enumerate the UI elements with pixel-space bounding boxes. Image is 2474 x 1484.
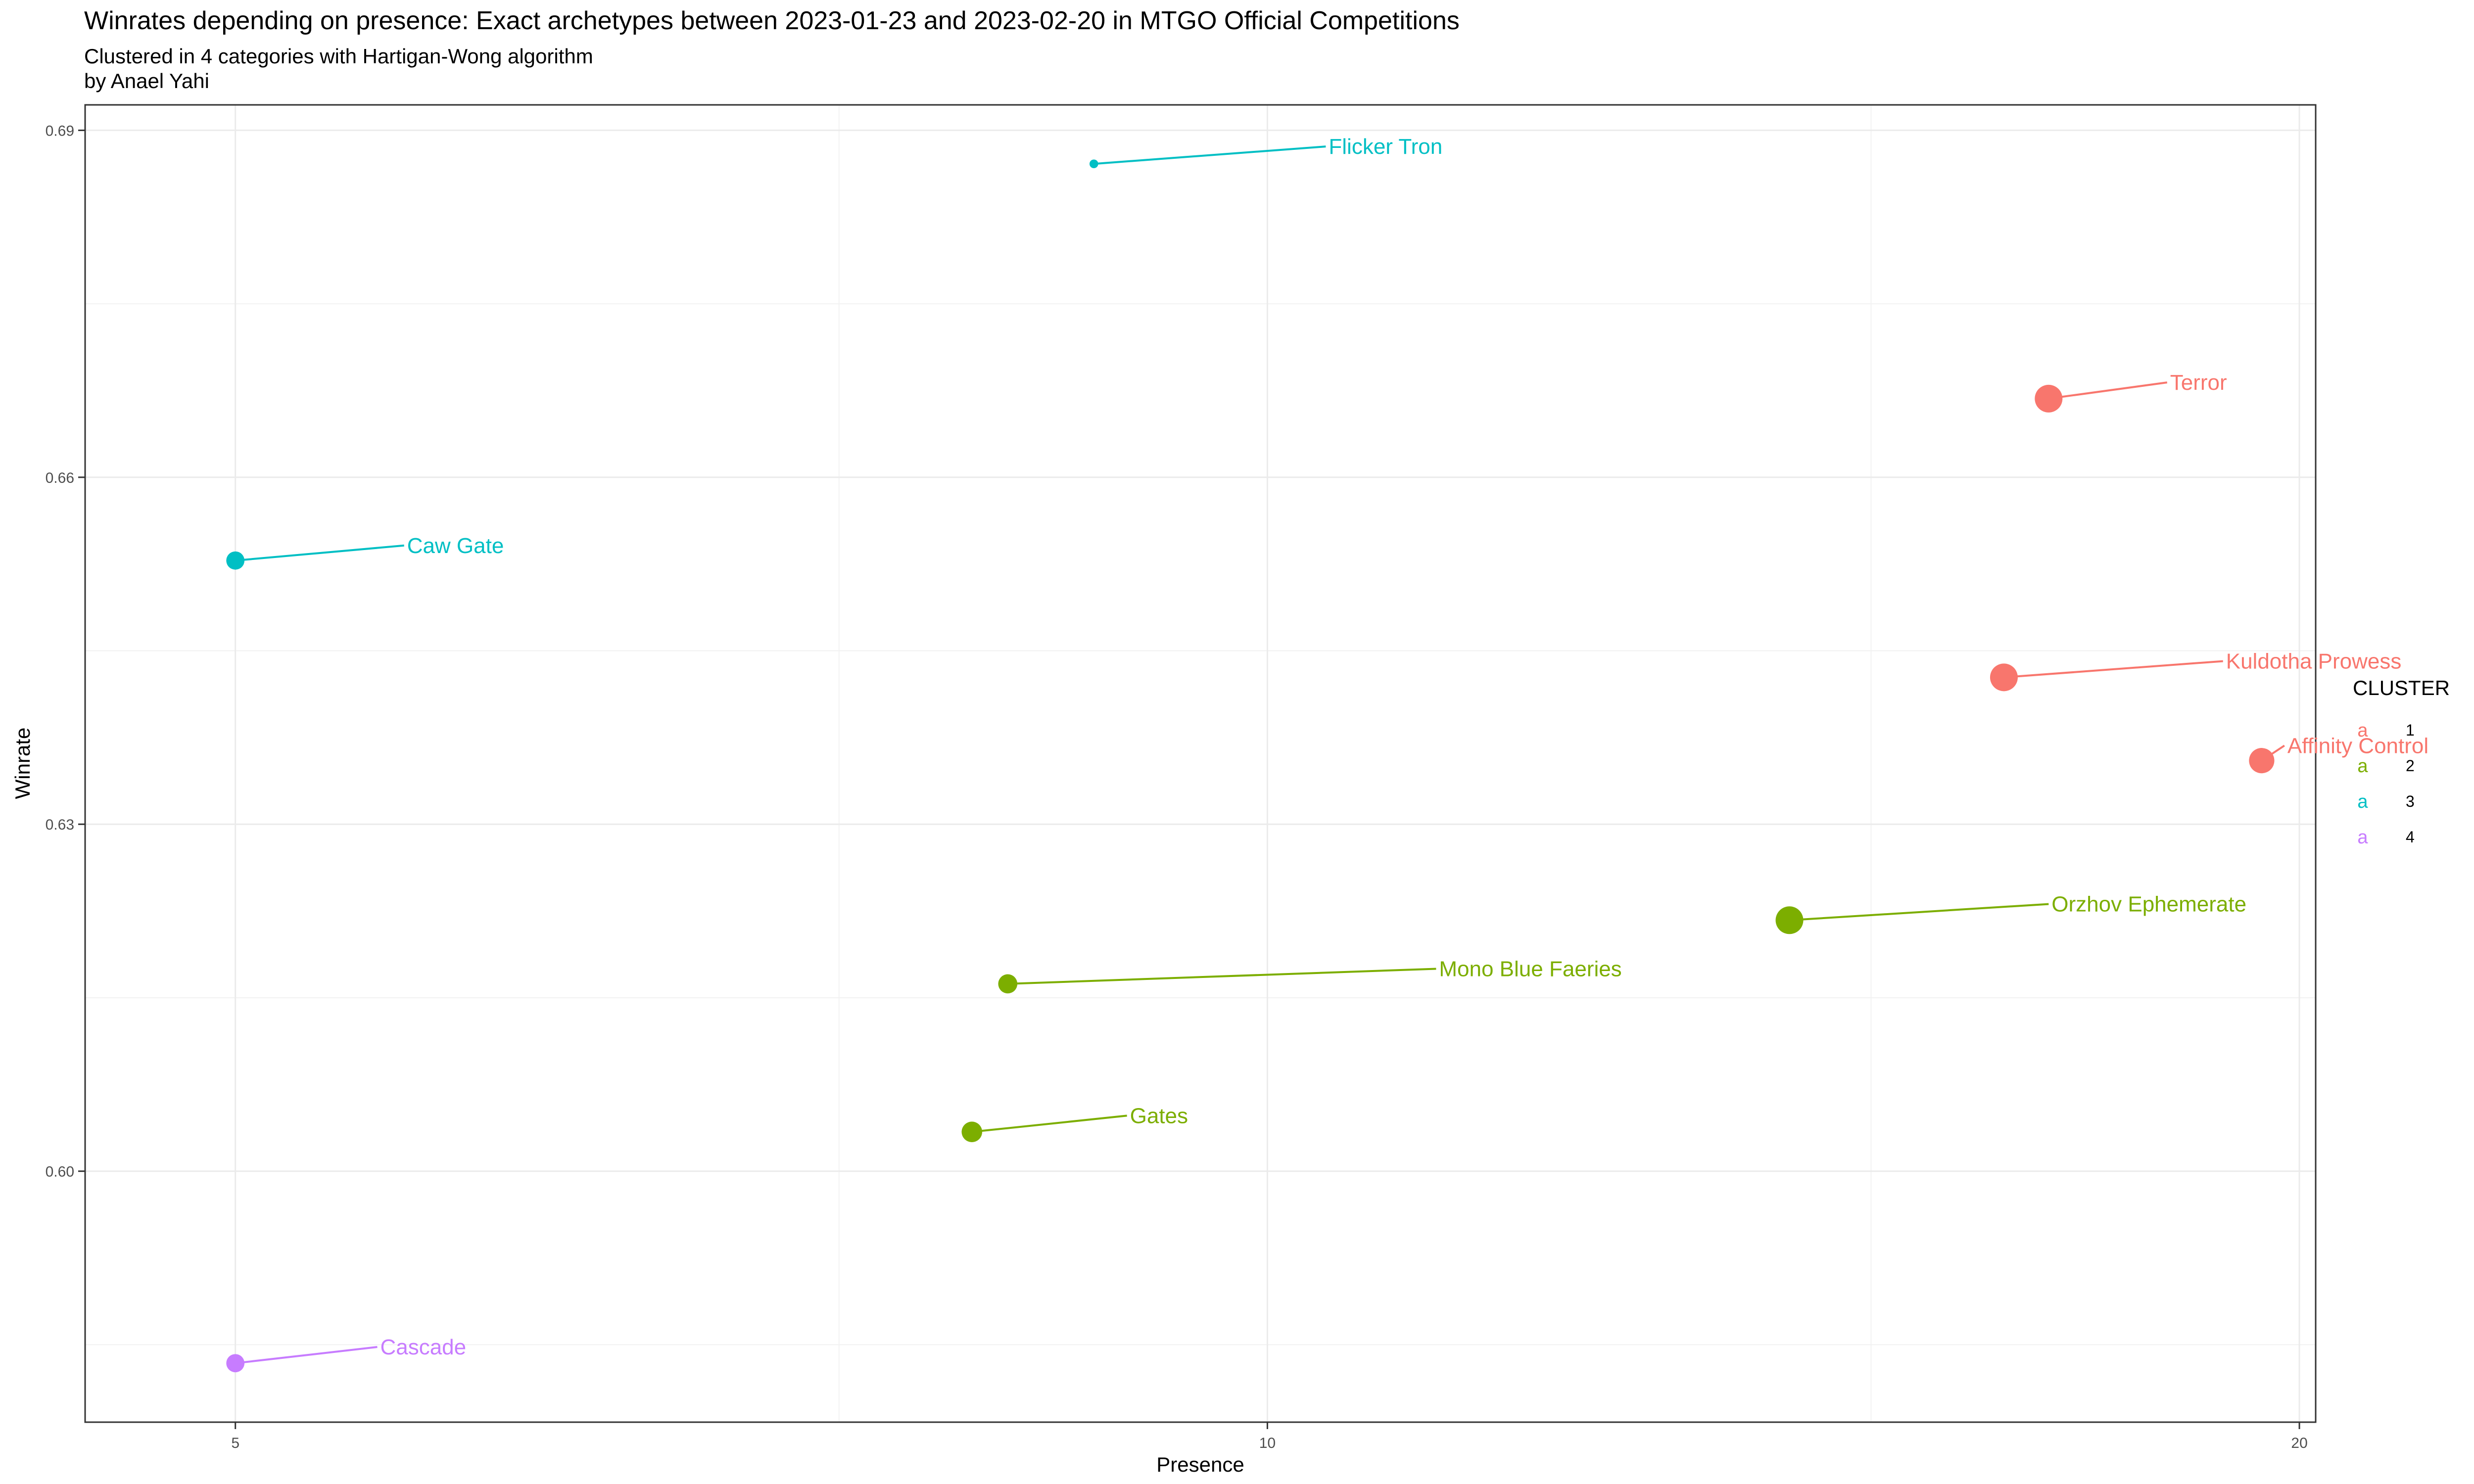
label-connector	[1789, 903, 2049, 922]
data-point	[226, 1354, 245, 1373]
y-tick-label: 0.63	[46, 817, 74, 833]
legend-key: a	[2357, 756, 2368, 777]
chart-title: Winrates depending on presence: Exact ar…	[84, 6, 1460, 35]
label-connector	[1007, 968, 1436, 985]
point-labels: Flicker Tron Terror Caw Gate Kuldotha Prowe…	[380, 135, 2428, 1359]
axis-ticks: 5 10 20 0.60 0.63 0.66 0.69	[46, 123, 2308, 1451]
plot-panel	[85, 105, 2316, 1422]
data-point	[1990, 663, 2018, 692]
x-tick-label: 5	[231, 1435, 239, 1451]
legend-label: 3	[2406, 792, 2415, 810]
data-points	[226, 159, 2275, 1373]
x-axis-title: Presence	[1156, 1453, 1244, 1476]
point-label: Orzhov Ephemerate	[2051, 892, 2246, 917]
chart-caption: by Anael Yahi	[84, 69, 209, 93]
point-label: Affinity Control	[2287, 734, 2428, 758]
legend: CLUSTER a 1 a 2 a 3 a 4	[2353, 676, 2450, 848]
y-tick-label: 0.69	[46, 123, 74, 139]
x-tick-label: 10	[1259, 1435, 1276, 1451]
point-label: Caw Gate	[407, 534, 504, 558]
point-label: Mono Blue Faeries	[1439, 957, 1621, 981]
data-point	[998, 974, 1018, 994]
data-point	[1775, 906, 1804, 934]
point-label: Kuldotha Prowess	[2226, 649, 2402, 674]
plot-border	[84, 104, 2317, 1423]
x-tick-label: 20	[2291, 1435, 2307, 1451]
label-connector	[2048, 381, 2168, 400]
label-connector	[2003, 660, 2223, 679]
label-connector	[235, 1346, 378, 1364]
data-point	[226, 551, 245, 570]
data-point	[2035, 384, 2063, 413]
point-label: Terror	[2170, 371, 2227, 395]
legend-title: CLUSTER	[2353, 676, 2450, 699]
point-label: Flicker Tron	[1329, 135, 1442, 159]
y-axis-title: Winrate	[11, 728, 34, 799]
legend-key: a	[2357, 827, 2368, 848]
legend-label: 2	[2406, 757, 2415, 775]
point-label: Gates	[1130, 1104, 1188, 1128]
data-point	[961, 1121, 983, 1142]
label-connector	[235, 544, 404, 562]
label-connector	[972, 1114, 1127, 1133]
y-tick-label: 0.60	[46, 1164, 74, 1180]
data-point	[2249, 748, 2275, 774]
chart-subtitle: Clustered in 4 categories with Hartigan-…	[84, 45, 593, 68]
data-point	[1089, 159, 1098, 169]
point-label: Cascade	[380, 1335, 466, 1359]
legend-key: a	[2357, 791, 2368, 812]
label-connectors	[235, 145, 2285, 1364]
legend-key: a	[2357, 720, 2368, 741]
y-tick-label: 0.66	[46, 470, 74, 486]
legend-label: 1	[2406, 721, 2415, 739]
grid-lines	[85, 105, 2316, 1422]
label-connector	[1094, 145, 1326, 165]
legend-label: 4	[2406, 828, 2415, 846]
